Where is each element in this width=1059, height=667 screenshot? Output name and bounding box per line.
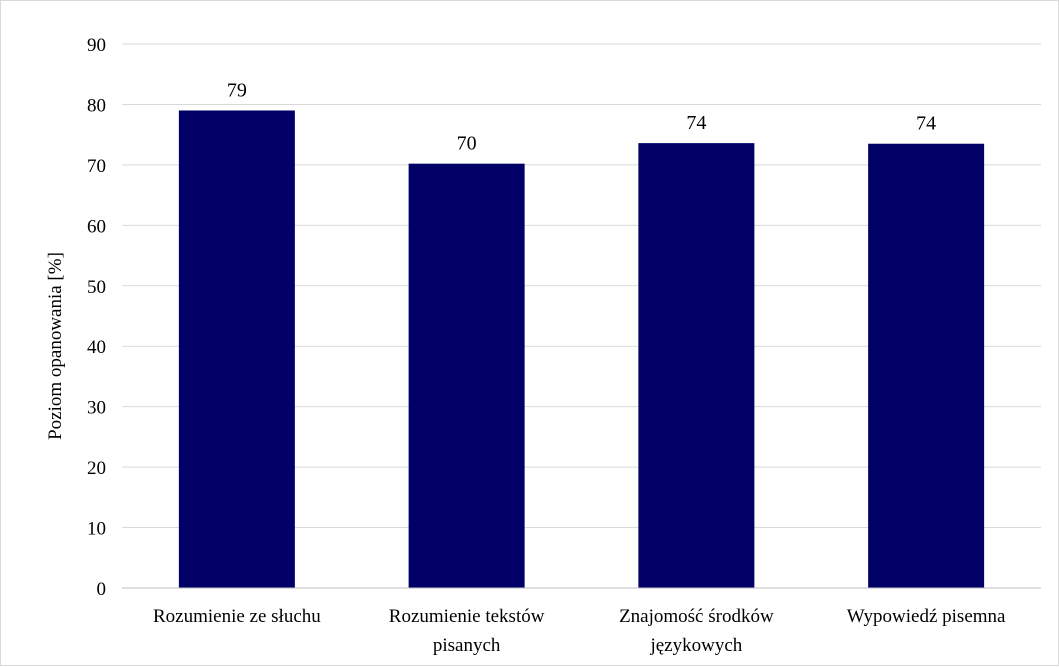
bar: [638, 143, 755, 588]
x-category-label: Znajomość środków: [619, 606, 774, 627]
y-tick-label: 60: [87, 216, 106, 237]
x-category-label: Rozumienie ze słuchu: [153, 606, 321, 627]
y-tick-label: 70: [87, 156, 106, 177]
bar: [408, 163, 525, 588]
x-category-label: Rozumienie tekstów: [389, 606, 545, 627]
bar-value-label: 70: [457, 133, 477, 155]
bar-value-label: 74: [686, 112, 706, 134]
bar: [178, 110, 295, 588]
y-tick-label: 10: [87, 519, 106, 540]
bar-value-labels: 79 70 74 74: [227, 79, 936, 154]
bar-value-label: 74: [916, 113, 936, 135]
x-axis-category-labels: Rozumienie ze słuchu Rozumienie tekstów pi…: [153, 606, 1006, 656]
y-tick-label: 90: [87, 35, 106, 56]
y-tick-label: 30: [87, 398, 106, 419]
x-category-label: językowych: [649, 635, 742, 656]
y-axis-title: Poziom opanowania [%]: [45, 252, 66, 440]
y-tick-label: 0: [97, 579, 107, 600]
y-tick-label: 40: [87, 337, 106, 358]
y-axis-tick-labels: 0 10 20 30 40 50 60 70 80 90: [87, 35, 106, 600]
x-category-label: pisanych: [433, 635, 501, 656]
x-category-label: Wypowiedź pisemna: [847, 606, 1006, 627]
bars: [178, 110, 985, 588]
y-tick-label: 80: [87, 95, 106, 116]
bar-value-label: 79: [227, 79, 247, 101]
y-tick-label: 20: [87, 458, 106, 479]
y-tick-label: 50: [87, 277, 106, 298]
bar: [868, 143, 985, 588]
